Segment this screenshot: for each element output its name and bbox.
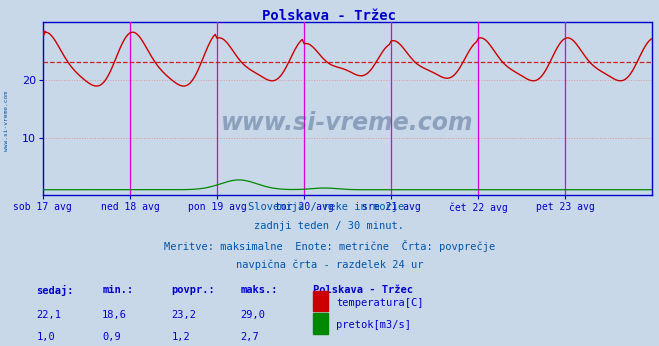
Text: maks.:: maks.: [241, 285, 278, 295]
Text: www.si-vreme.com: www.si-vreme.com [221, 111, 474, 135]
Text: Polskava - Tržec: Polskava - Tržec [262, 9, 397, 22]
Text: 29,0: 29,0 [241, 310, 266, 320]
Text: povpr.:: povpr.: [171, 285, 215, 295]
Text: Slovenija / reke in morje.: Slovenija / reke in morje. [248, 202, 411, 212]
Text: 23,2: 23,2 [171, 310, 196, 320]
Text: 2,7: 2,7 [241, 332, 259, 342]
Text: 1,0: 1,0 [36, 332, 55, 342]
Text: Polskava - Tržec: Polskava - Tržec [313, 285, 413, 295]
Text: www.si-vreme.com: www.si-vreme.com [4, 91, 9, 151]
Text: zadnji teden / 30 minut.: zadnji teden / 30 minut. [254, 221, 405, 231]
Text: temperatura[C]: temperatura[C] [336, 298, 424, 308]
Text: navpična črta - razdelek 24 ur: navpična črta - razdelek 24 ur [236, 260, 423, 270]
Text: Meritve: maksimalne  Enote: metrične  Črta: povprečje: Meritve: maksimalne Enote: metrične Črta… [164, 240, 495, 253]
Text: 1,2: 1,2 [171, 332, 190, 342]
Text: 18,6: 18,6 [102, 310, 127, 320]
Text: pretok[m3/s]: pretok[m3/s] [336, 320, 411, 330]
Text: 0,9: 0,9 [102, 332, 121, 342]
Text: min.:: min.: [102, 285, 133, 295]
Text: sedaj:: sedaj: [36, 285, 74, 297]
Text: 22,1: 22,1 [36, 310, 61, 320]
